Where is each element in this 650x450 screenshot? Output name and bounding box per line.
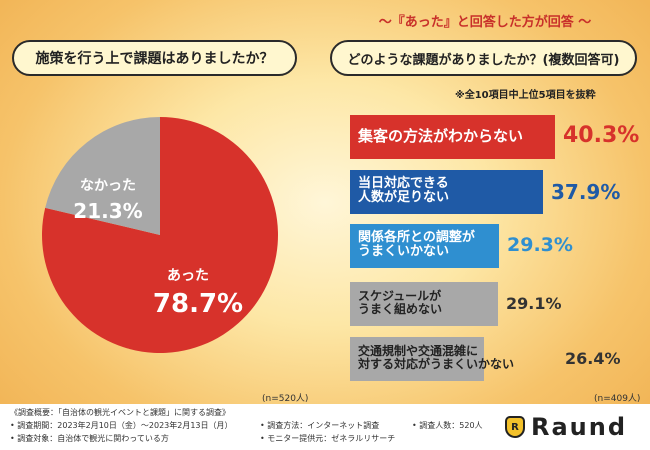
bar-value-1: 37.9% [551,179,621,204]
pie-sample-size: (n=520人) [262,394,309,404]
survey-count: • 調査人数：520人 [412,421,483,430]
footer: 《調査概要：「自治体の観光イベントと課題」に関する調査》 • 調査期間：2023… [0,404,650,450]
logo-text: Raund [531,413,628,441]
bar-label-line-2-1: うまくいかない [358,244,450,260]
bar-label-line-2-0: 関係各所との調整が [358,230,475,246]
bar-label-0: 集客の方法がわからない [358,128,558,145]
logo-mark-icon: R [505,416,525,438]
bar-label-line-4-1: 対する対応がうまくいかない [358,357,515,372]
bar-1 [350,170,543,214]
bar-value-3: 29.1% [506,294,562,314]
bar-3 [350,282,498,326]
subtitle: ～『あった』と回答した方が回答 ～ [378,15,592,30]
bar-4 [350,337,484,381]
bar-value-2: 29.3% [507,234,573,257]
bar-label-line-1-1: 人数が足りない [358,190,450,206]
bar-label-line-0-0: 集客の方法がわからない [358,127,524,146]
question-left: 施策を行う上で課題はありましたか？ [12,40,297,76]
bar-value-0: 40.3% [563,123,640,149]
pie-label-0: あった [167,268,209,284]
survey-method: • 調査方法：インターネット調査 [260,421,380,430]
bar-0 [350,115,555,159]
survey-title: 《調査概要：「自治体の観光イベントと課題」に関する調査》 [10,408,230,417]
survey-target: • 調査対象：自治体で観光に関わっている方 [10,434,169,443]
bar-label-2: 関係各所との調整が うまくいかない [358,230,558,260]
bar-label-line-4-0: 交通規制や交通混雑に [358,344,479,359]
survey-period: • 調査期間：2023年2月10日（金）～2023年2月13日（月） [10,421,233,430]
survey-provider: • モニター提供元：ゼネラルリサーチ [260,434,396,443]
bar-label-line-3-1: うまく組めない [358,302,443,317]
pie-slice-1 [45,117,160,235]
bar-label-4: 交通規制や交通混雑に 対する対応がうまくいかない [358,344,588,372]
raund-logo: R Raund [505,413,627,441]
question-right: どのような課題がありましたか？(複数回答可) [330,40,637,76]
bar-label-1: 当日対応できる 人数が足りない [358,176,558,206]
bar-value-4: 26.4% [565,349,621,369]
pie-label-1: なかった [80,178,136,194]
bar-sample-size: (n=409人) [594,394,641,404]
note: ※全10項目中上位5項目を抜粋 [455,90,596,101]
pie-value-0: 78.7% [153,289,243,319]
bar-label-3: スケジュールが うまく組めない [358,289,558,317]
bar-label-line-3-0: スケジュールが [358,289,442,304]
bar-label-line-1-0: 当日対応できる [358,176,449,192]
bar-2 [350,224,499,268]
pie-value-1: 21.3% [73,199,142,223]
